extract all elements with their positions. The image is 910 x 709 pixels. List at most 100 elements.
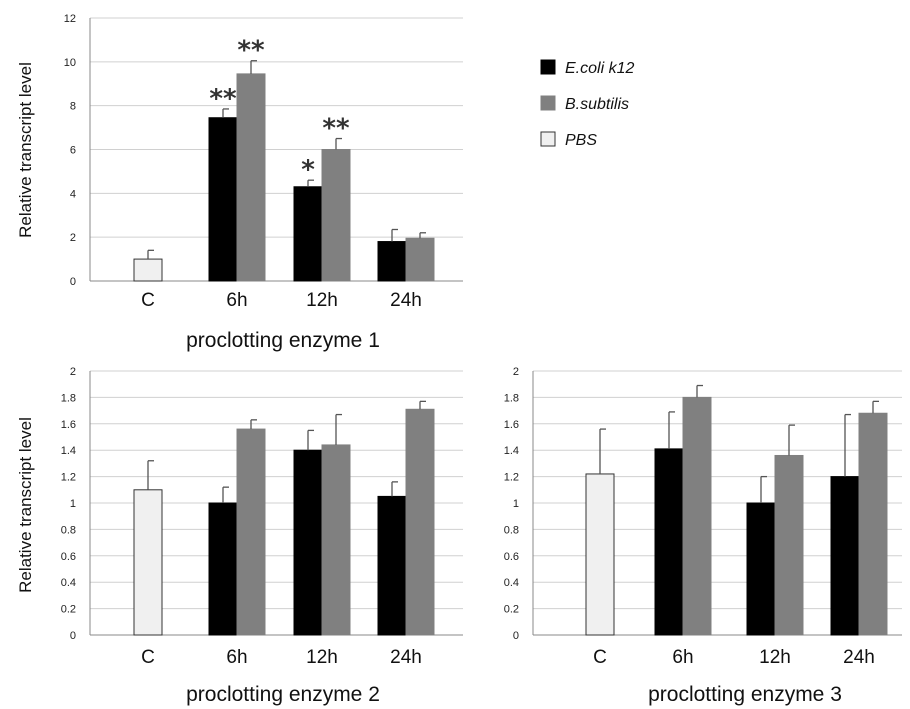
bar-b-subtilis-12h bbox=[321, 149, 351, 282]
x-tick-label: 24h bbox=[390, 290, 422, 311]
y-tick-label: 1.4 bbox=[61, 445, 76, 457]
y-tick-label: 0.6 bbox=[504, 551, 519, 563]
x-tick-label: C bbox=[141, 290, 155, 311]
y-tick-label: 0.2 bbox=[504, 604, 519, 616]
error-bar-e-coli-k12-24h bbox=[844, 413, 851, 477]
y-tick-label: 0.8 bbox=[61, 524, 76, 536]
bar-b-subtilis-6h bbox=[236, 73, 266, 282]
error-bar-b-subtilis-24h bbox=[872, 400, 879, 414]
error-bar-b-subtilis-6h bbox=[250, 60, 257, 74]
error-bar-e-coli-k12-12h bbox=[307, 429, 314, 451]
legend: E.coli k12 B.subtilis PBS bbox=[540, 59, 634, 149]
y-tick-label: 1 bbox=[513, 498, 519, 510]
y-tick-label: 2 bbox=[70, 232, 76, 244]
bar-e-coli-k12-6h bbox=[208, 502, 238, 636]
error-bar-e-coli-k12-12h bbox=[307, 179, 314, 187]
y-tick-label: 1 bbox=[70, 498, 76, 510]
x-tick-label: 12h bbox=[306, 647, 338, 668]
y-tick-label: 0.6 bbox=[61, 551, 76, 563]
y-axis-label: Relative transcript level bbox=[16, 62, 35, 238]
y-tick-label: 1.6 bbox=[61, 419, 76, 431]
chart-proclotting-enzyme-3: 0 0.2 0.4 0.6 0.8 1 1.2 1.4 1.6 1.8 2 C 6h 12h 24hproc… bbox=[504, 366, 902, 706]
bar-b-subtilis-24h bbox=[405, 237, 435, 282]
y-tick-label: 0 bbox=[70, 276, 76, 288]
legend-swatch bbox=[540, 131, 556, 147]
error-bar-pbs-c bbox=[599, 428, 606, 474]
y-tick-label: 0.4 bbox=[61, 577, 76, 589]
x-tick-label: C bbox=[593, 647, 607, 668]
y-tick-label: 10 bbox=[64, 57, 76, 69]
significance-marker: ** bbox=[209, 84, 237, 114]
chart-title: proclotting enzyme 1 bbox=[186, 329, 380, 352]
error-bar-e-coli-k12-6h bbox=[222, 108, 229, 118]
error-bar-e-coli-k12-12h bbox=[760, 475, 767, 503]
bar-b-subtilis-6h bbox=[236, 428, 266, 636]
y-tick-label: 0.8 bbox=[504, 524, 519, 536]
significance-marker: * bbox=[301, 155, 315, 185]
error-bar-b-subtilis-6h bbox=[696, 384, 703, 398]
significance-marker: ** bbox=[322, 114, 350, 144]
y-tick-label: 12 bbox=[64, 13, 76, 25]
y-tick-label: 0.2 bbox=[61, 604, 76, 616]
x-tick-label: 12h bbox=[306, 290, 338, 311]
bar-e-coli-k12-24h bbox=[377, 241, 407, 282]
y-tick-label: 1.2 bbox=[504, 472, 519, 484]
bar-b-subtilis-12h bbox=[774, 454, 804, 636]
error-bar-b-subtilis-12h bbox=[335, 137, 342, 150]
bar-e-coli-k12-12h bbox=[746, 502, 776, 636]
error-bar-e-coli-k12-24h bbox=[391, 228, 398, 242]
y-tick-label: 0 bbox=[513, 630, 519, 642]
x-tick-label: 6h bbox=[672, 647, 693, 668]
chart-title: proclotting enzyme 2 bbox=[186, 683, 380, 706]
y-tick-label: 1.4 bbox=[504, 445, 519, 457]
bar-pbs-c bbox=[133, 258, 163, 282]
legend-label: E.coli k12 bbox=[565, 60, 634, 77]
chart-title: proclotting enzyme 3 bbox=[648, 683, 842, 706]
y-tick-label: 1.6 bbox=[504, 419, 519, 431]
y-tick-label: 1.2 bbox=[61, 472, 76, 484]
bar-b-subtilis-6h bbox=[682, 396, 712, 636]
legend-item-pbs: PBS bbox=[540, 131, 597, 149]
error-bar-e-coli-k12-6h bbox=[668, 411, 675, 449]
y-tick-label: 2 bbox=[70, 366, 76, 378]
x-tick-label: 6h bbox=[226, 647, 247, 668]
error-bar-b-subtilis-24h bbox=[419, 400, 426, 410]
y-tick-label: 1.8 bbox=[504, 392, 519, 404]
y-tick-label: 4 bbox=[70, 188, 76, 200]
y-tick-label: 8 bbox=[70, 101, 76, 113]
error-bar-e-coli-k12-24h bbox=[391, 481, 398, 497]
bar-b-subtilis-24h bbox=[858, 412, 888, 636]
y-tick-label: 0 bbox=[70, 630, 76, 642]
x-tick-label: 12h bbox=[759, 647, 791, 668]
bar-pbs-c bbox=[133, 489, 163, 636]
legend-item-e-coli-k12: E.coli k12 bbox=[540, 59, 634, 77]
y-tick-label: 2 bbox=[513, 366, 519, 378]
legend-item-b-subtilis: B.subtilis bbox=[540, 95, 629, 113]
x-tick-label: 24h bbox=[390, 647, 422, 668]
bar-e-coli-k12-24h bbox=[830, 476, 860, 636]
bar-pbs-c bbox=[585, 473, 615, 636]
legend-swatch bbox=[540, 95, 556, 111]
bar-b-subtilis-12h bbox=[321, 444, 351, 636]
legend-label: PBS bbox=[565, 132, 597, 149]
y-tick-label: 6 bbox=[70, 145, 76, 157]
error-bar-pbs-c bbox=[147, 249, 154, 260]
bar-e-coli-k12-6h bbox=[654, 448, 684, 636]
error-bar-pbs-c bbox=[147, 460, 154, 490]
chart-proclotting-enzyme-2: 0 0.2 0.4 0.6 0.8 1 1.2 1.4 1.6 1.8 2 C 6h 12h 24h proc… bbox=[16, 366, 463, 706]
error-bar-b-subtilis-12h bbox=[335, 413, 342, 445]
x-tick-label: 6h bbox=[226, 290, 247, 311]
legend-label: B.subtilis bbox=[565, 96, 629, 113]
error-bar-b-subtilis-12h bbox=[788, 424, 795, 456]
bar-b-subtilis-24h bbox=[405, 408, 435, 636]
error-bar-e-coli-k12-6h bbox=[222, 486, 229, 503]
legend-swatch bbox=[540, 59, 556, 75]
x-tick-label: 24h bbox=[843, 647, 875, 668]
bar-e-coli-k12-6h bbox=[208, 117, 238, 282]
error-bar-b-subtilis-24h bbox=[419, 232, 426, 239]
significance-marker: ** bbox=[237, 36, 265, 66]
y-tick-label: 1.8 bbox=[61, 392, 76, 404]
x-tick-label: C bbox=[141, 647, 155, 668]
